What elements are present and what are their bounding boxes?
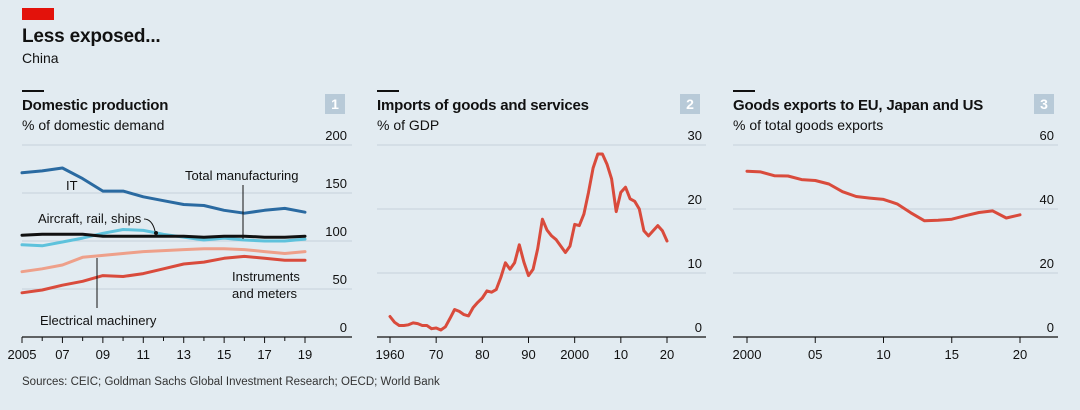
ytick-label-3-40: 40 — [1040, 192, 1054, 207]
ytick-label-3-60: 60 — [1040, 128, 1054, 143]
ytick-label-2-20: 20 — [688, 192, 702, 207]
series-line-1-total-manufacturing — [20, 232, 307, 239]
xtick-label-1-2013: 13 — [176, 347, 190, 362]
chart-panel-1: 0 50 100 150 200 2005 07 09 11 13 15 17 19 — [8, 128, 352, 362]
panel-2-subtitle: % of GDP — [377, 117, 440, 133]
label-total-manufacturing: Total manufacturing — [185, 168, 298, 183]
xtick-label-2-1960: 1960 — [376, 347, 405, 362]
chart-source: Sources: CEIC; Goldman Sachs Global Inve… — [22, 376, 440, 388]
panel-2-number-badge: 2 — [680, 94, 700, 114]
leader-aircraft-dot — [154, 231, 158, 235]
xtick-label-1-2009: 09 — [96, 347, 110, 362]
series-line-1-electrical-machinery — [20, 247, 307, 274]
xtick-label-3-2010: 10 — [876, 347, 890, 362]
panel-2-rule — [377, 90, 399, 92]
xtick-label-2-2020: 20 — [660, 347, 674, 362]
ytick-label-2-10: 10 — [688, 256, 702, 271]
panel-3-subtitle: % of total goods exports — [733, 117, 884, 133]
chart-main-title: Less exposed... — [22, 26, 161, 47]
xtick-label-2-1980: 80 — [475, 347, 489, 362]
chart-main-subtitle: China — [22, 50, 59, 66]
ytick-label-3-20: 20 — [1040, 256, 1054, 271]
ytick-label-1-200: 200 — [325, 128, 347, 143]
xtick-label-1-2017: 17 — [257, 347, 271, 362]
ytick-label-1-100: 100 — [325, 224, 347, 239]
xtick-label-1-2007: 07 — [55, 347, 69, 362]
label-instruments-line1: Instruments — [232, 269, 300, 284]
ytick-label-2-0: 0 — [695, 320, 702, 335]
panel-3-rule — [733, 90, 755, 92]
xtick-label-2-2010: 10 — [614, 347, 628, 362]
chart-panel-3: 0 20 40 60 2000 05 10 15 20 — [733, 128, 1058, 362]
series-line-1-it — [20, 166, 307, 215]
series-line-3-share — [745, 169, 1022, 223]
ytick-label-1-0: 0 — [340, 320, 347, 335]
panel-3-title: Goods exports to EU, Japan and US — [733, 97, 984, 114]
label-instruments-line2: and meters — [232, 286, 298, 301]
leader-aircraft — [143, 218, 156, 232]
ytick-label-3-0: 0 — [1047, 320, 1054, 335]
xtick-label-2-1990: 90 — [521, 347, 535, 362]
xtick-label-3-2000: 2000 — [733, 347, 762, 362]
label-it: IT — [66, 178, 78, 193]
series-line-2-imports — [388, 152, 669, 332]
xtick-label-3-2015: 15 — [945, 347, 959, 362]
ytick-label-1-50: 50 — [333, 272, 347, 287]
chart-panel-2: 0 10 20 30 1960 70 80 90 2000 10 20 — [376, 128, 706, 362]
label-electrical-machinery: Electrical machinery — [40, 313, 157, 328]
xtick-label-1-2011: 11 — [137, 347, 151, 362]
panel-1-rule — [22, 90, 44, 92]
series-line-1-aircraft-rail-ships — [20, 228, 307, 248]
xtick-label-1-2005: 2005 — [8, 347, 37, 362]
panel-1-title: Domestic production — [22, 97, 169, 114]
xtick-label-1-2019: 19 — [298, 347, 312, 362]
xtick-label-1-2015: 15 — [217, 347, 231, 362]
ytick-label-1-150: 150 — [325, 176, 347, 191]
xtick-label-3-2005: 05 — [808, 347, 822, 362]
panel-2-title: Imports of goods and services — [377, 97, 589, 114]
panel-3-number-badge: 3 — [1034, 94, 1054, 114]
series-line-1-instruments-and-meters — [20, 254, 307, 295]
panel-1-subtitle: % of domestic demand — [22, 117, 165, 133]
xtick-label-2-2000: 2000 — [560, 347, 589, 362]
ytick-label-2-30: 30 — [688, 128, 702, 143]
label-aircraft-rail-ships: Aircraft, rail, ships — [38, 211, 142, 226]
xtick-label-2-1970: 70 — [429, 347, 443, 362]
panel-1-number-badge: 1 — [325, 94, 345, 114]
xtick-label-3-2020: 20 — [1013, 347, 1027, 362]
brand-red-tab — [22, 8, 54, 20]
